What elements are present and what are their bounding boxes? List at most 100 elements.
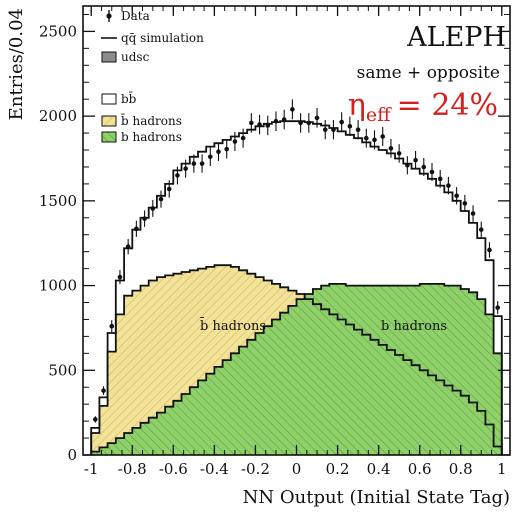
- data-point: [134, 220, 139, 237]
- efficiency-eta: η: [348, 88, 366, 123]
- data-point: [413, 150, 418, 170]
- data-marker: [109, 323, 115, 329]
- data-marker: [224, 146, 230, 152]
- bbar-region-label: b̄ hadrons: [199, 317, 266, 334]
- data-marker: [101, 388, 106, 393]
- data-point: [224, 139, 230, 159]
- data-point: [314, 108, 320, 128]
- data-marker: [347, 123, 353, 129]
- data-point: [363, 128, 369, 148]
- data-point: [158, 190, 164, 208]
- data-marker: [396, 151, 402, 156]
- data-marker: [199, 161, 205, 166]
- experiment-label: ALEPH: [406, 22, 506, 53]
- x-tick-label: -0.2: [241, 460, 270, 478]
- b-hadrons-fill: [91, 283, 502, 455]
- data-point: [150, 200, 156, 217]
- legend-b-label: b hadrons: [121, 130, 182, 144]
- b-hadrons-outline: [90, 283, 503, 455]
- data-marker: [257, 122, 262, 127]
- data-marker: [314, 115, 320, 121]
- data-point: [240, 128, 246, 148]
- data-marker: [446, 183, 451, 188]
- x-tick-label: -1: [84, 460, 99, 478]
- axis-ticks: -1 -0.8 -0.6 -0.4 -0.2 0 0.2 0.4 0.6 0.8 1 0 500 1000…: [39, 6, 510, 478]
- data-marker: [306, 120, 312, 126]
- data-marker: [249, 120, 254, 126]
- data-point: [462, 194, 468, 212]
- data-point: [322, 120, 328, 140]
- y-tick-label: 1000: [39, 277, 77, 295]
- data-point: [232, 132, 238, 152]
- data-point: [183, 159, 188, 178]
- x-tick-label: 1: [497, 460, 507, 478]
- data-marker: [355, 127, 361, 132]
- x-tick-label: -0.4: [200, 460, 229, 478]
- data-marker: [388, 146, 394, 151]
- x-axis-title: NN Output (Initial State Tag): [243, 487, 510, 508]
- data-marker: [93, 417, 98, 422]
- x-tick-label: 0.6: [408, 460, 432, 478]
- y-tick-label: 2500: [39, 22, 77, 40]
- data-marker: [487, 247, 492, 253]
- data-point: [372, 130, 377, 150]
- x-tick-label: 0.2: [326, 460, 350, 478]
- data-point: [478, 221, 484, 238]
- x-tick-label: 0.4: [367, 460, 391, 478]
- data-point: [487, 242, 492, 258]
- data-marker: [158, 196, 164, 202]
- x-tick-label: 0.8: [449, 460, 473, 478]
- data-point: [396, 144, 402, 163]
- data-marker: [281, 117, 287, 122]
- data-point: [109, 320, 115, 333]
- data-point: [331, 120, 336, 140]
- legend-bb-swatch: [101, 93, 117, 105]
- data-marker: [117, 274, 123, 280]
- data-marker: [240, 135, 246, 141]
- data-point: [175, 166, 180, 185]
- data-point: [199, 154, 205, 173]
- data-marker: [166, 186, 172, 192]
- data-marker: [142, 216, 147, 221]
- data-marker: [207, 154, 213, 160]
- selection-label: same + opposite: [357, 63, 500, 83]
- data-marker: [232, 139, 238, 144]
- data-point: [306, 113, 312, 133]
- data-point: [421, 157, 427, 177]
- y-tick-label: 2000: [39, 107, 77, 125]
- legend: Data qq̄ simulation udsc bb̄ b̄ hadrons …: [101, 9, 204, 144]
- data-point: [257, 114, 262, 135]
- x-tick-label: -0.8: [118, 460, 147, 478]
- data-point: [125, 238, 131, 255]
- b-region-label: b hadrons: [381, 319, 447, 334]
- data-point: [454, 187, 459, 205]
- y-tick-label: 500: [48, 361, 77, 379]
- data-marker: [134, 226, 139, 232]
- y-axis-title: Entries/0.04: [6, 8, 27, 120]
- data-point: [405, 156, 410, 175]
- data-point: [249, 113, 254, 133]
- legend-bb-label: bb̄: [121, 90, 137, 106]
- data-marker: [183, 166, 188, 171]
- efficiency-value: = 24%: [397, 88, 498, 123]
- legend-udsc-swatch: [101, 51, 117, 63]
- data-point: [93, 416, 98, 423]
- data-marker: [191, 161, 197, 166]
- data-marker: [150, 206, 156, 211]
- data-marker: [454, 193, 459, 199]
- data-marker: [413, 157, 418, 163]
- data-marker: [470, 211, 476, 216]
- data-marker: [322, 127, 328, 132]
- data-point: [290, 99, 295, 120]
- y-tick-label: 0: [67, 446, 77, 464]
- efficiency-label: ηeff = 24%: [348, 88, 498, 126]
- data-point: [166, 180, 172, 198]
- data-marker: [462, 201, 468, 206]
- legend-b-swatch: [101, 131, 117, 143]
- data-marker: [437, 176, 443, 182]
- y-tick-label: 1500: [39, 192, 77, 210]
- legend-bbar-swatch: [101, 115, 117, 127]
- data-marker: [331, 127, 336, 132]
- data-point: [101, 386, 106, 395]
- data-point: [347, 116, 353, 136]
